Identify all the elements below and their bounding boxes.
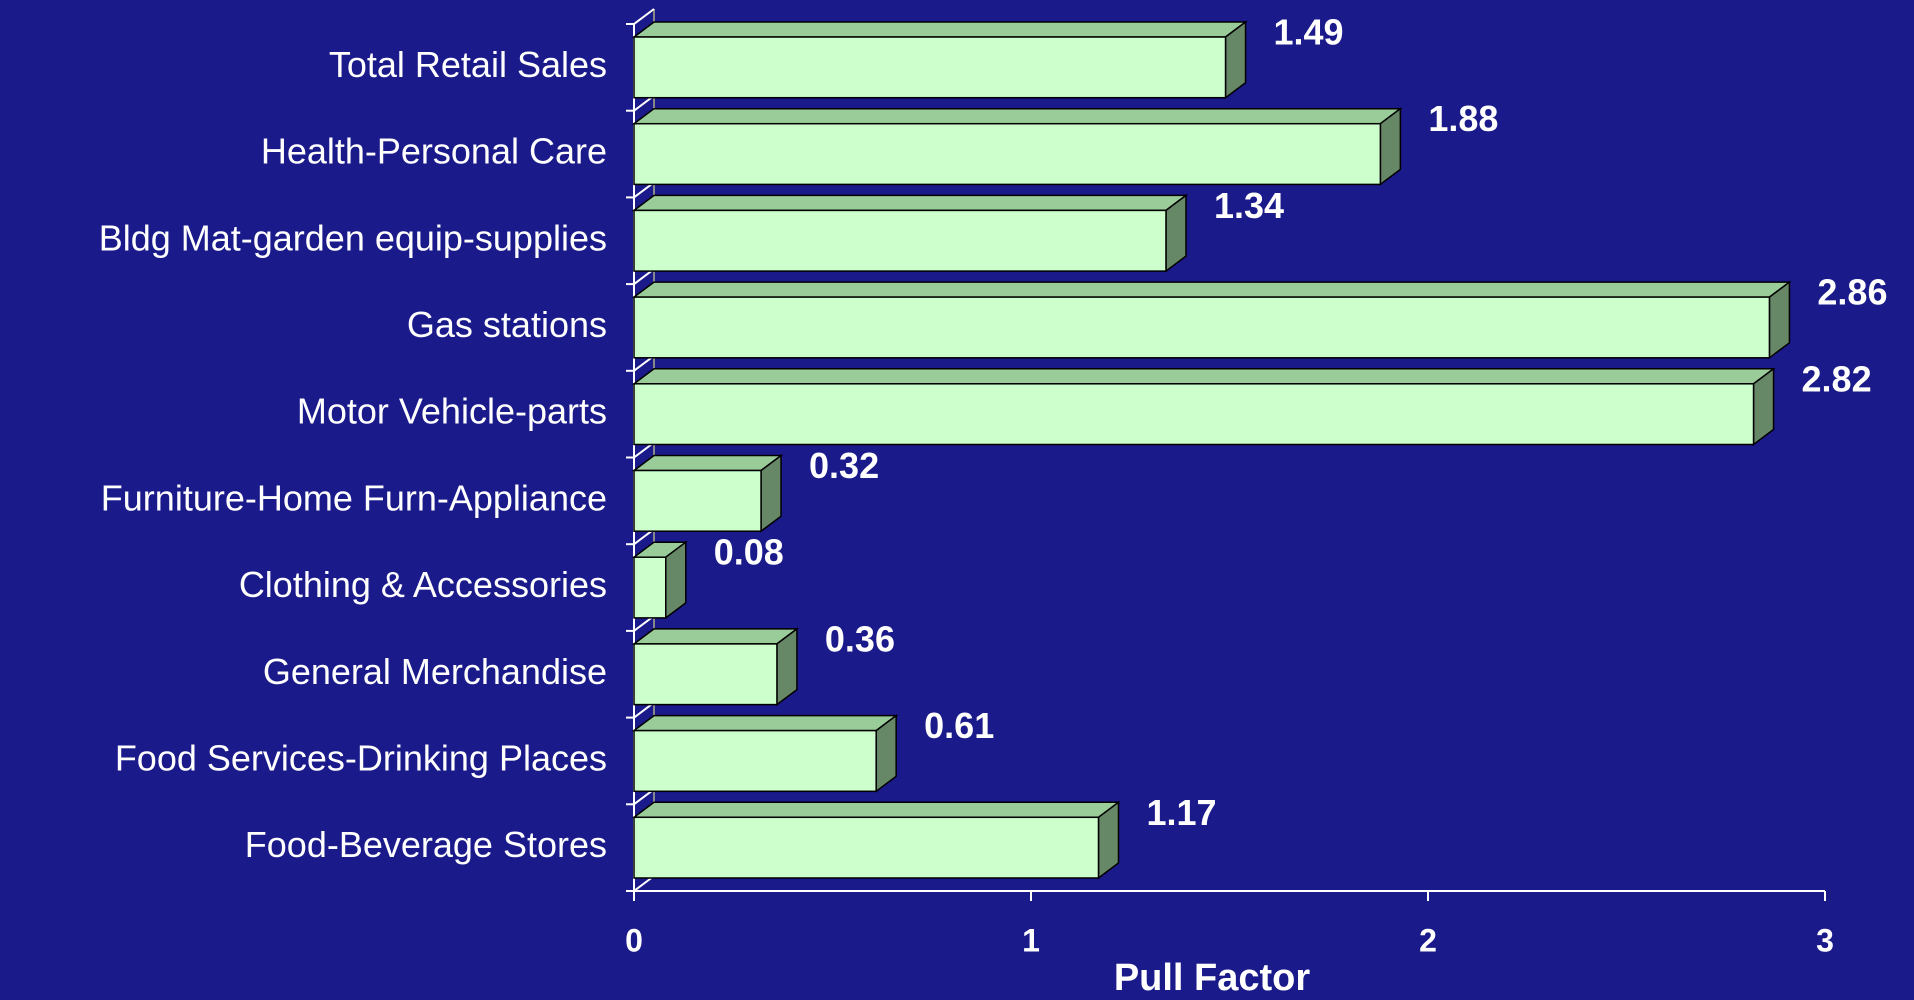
bar [631, 20, 1248, 100]
value-label: 2.82 [1802, 358, 1872, 399]
y-tick-label: Food-Beverage Stores [245, 824, 607, 865]
y-tick-label: Health-Personal Care [261, 131, 607, 172]
y-tick-label: General Merchandise [263, 651, 607, 692]
value-label: 0.32 [809, 445, 879, 486]
bar-top [631, 801, 1121, 819]
bar-front [633, 729, 877, 793]
y-tick-label: Bldg Mat-garden equip-supplies [99, 217, 607, 258]
bar-top [631, 194, 1189, 212]
value-label: 1.34 [1214, 185, 1284, 226]
x-tick-label: 2 [1419, 922, 1437, 958]
bar-front [633, 209, 1167, 272]
bar-top [631, 368, 1776, 385]
bar-front [633, 36, 1227, 99]
bar [631, 540, 689, 620]
bar [631, 714, 899, 793]
bar-front [633, 816, 1100, 879]
y-tick-label: Total Retail Sales [329, 44, 607, 85]
value-label: 1.88 [1428, 98, 1498, 139]
bar-front [633, 643, 778, 706]
y-tick-label: Furniture-Home Furn-Appliance [101, 477, 607, 518]
bar-top [631, 714, 899, 732]
value-label: 0.61 [924, 705, 994, 746]
bar-top [631, 21, 1248, 38]
bar-front [633, 556, 667, 619]
x-tick-label: 3 [1816, 922, 1834, 958]
bar [631, 107, 1403, 186]
value-label: 1.17 [1146, 792, 1216, 833]
y-tick-label: Motor Vehicle-parts [297, 391, 607, 432]
y-tick-depth [633, 8, 655, 25]
y-tick-label: Gas stations [407, 304, 607, 345]
x-tick-label: 1 [1022, 922, 1040, 958]
bar-front [633, 383, 1755, 446]
y-tick-label: Food Services-Drinking Places [115, 737, 607, 778]
bar [631, 367, 1776, 446]
value-label: 1.49 [1274, 12, 1344, 53]
value-label: 0.08 [714, 532, 784, 573]
bar [631, 280, 1792, 360]
value-label: 2.86 [1817, 272, 1887, 313]
bar-top [631, 628, 800, 645]
x-axis-title: Pull Factor [1114, 957, 1311, 999]
y-tick-label: Clothing & Accessories [239, 564, 607, 605]
bar-top [631, 454, 784, 472]
bar [631, 454, 784, 533]
value-label: 0.36 [825, 618, 895, 659]
bar-front [633, 122, 1382, 186]
bar-front [633, 469, 762, 532]
bar [631, 193, 1189, 273]
bar [631, 627, 800, 707]
bar-top [631, 107, 1403, 125]
bar [631, 800, 1121, 880]
bar-top [631, 281, 1792, 298]
bar-front [633, 296, 1771, 359]
x-tick-label: 0 [625, 922, 643, 958]
